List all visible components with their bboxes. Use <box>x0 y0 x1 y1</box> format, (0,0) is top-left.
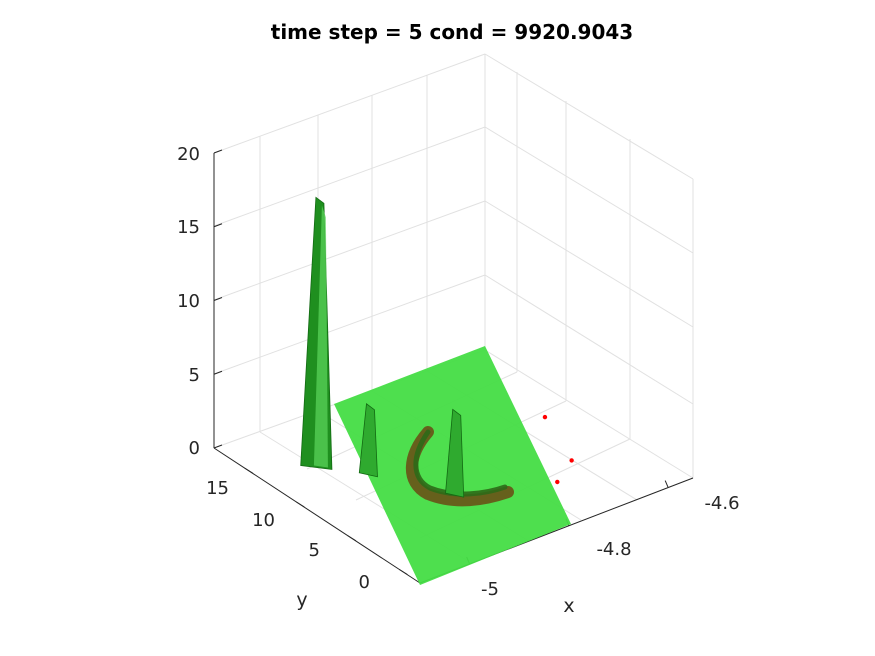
z-tick-mark <box>213 223 223 228</box>
z-tick-mark <box>213 444 223 449</box>
y-tick-label: 10 <box>252 510 275 531</box>
x-tick-label: -4.6 <box>704 493 739 514</box>
z-tick-mark <box>213 149 223 154</box>
y-tick-mark <box>244 467 254 474</box>
red-markers <box>542 414 574 485</box>
z-tick-label: 5 <box>189 365 200 386</box>
z-tick-mark <box>213 297 223 301</box>
x-tick-mark <box>664 480 669 488</box>
red-marker <box>542 414 548 420</box>
y-tick-label: 5 <box>309 540 320 561</box>
y-axis-label: y <box>296 589 307 611</box>
z-tick-label: 0 <box>189 438 200 459</box>
surface-peak <box>445 408 465 498</box>
surface-peak <box>358 403 378 478</box>
y-tick-label: 0 <box>359 572 370 593</box>
red-marker <box>555 479 560 485</box>
x-tick-label: -4.8 <box>596 539 631 560</box>
ridge-trace <box>405 426 514 507</box>
surface-peak-highlight <box>313 205 328 468</box>
y-tick-mark <box>296 501 305 508</box>
x-axis-label: x <box>563 595 574 617</box>
y-tick-mark <box>347 535 357 542</box>
surface-peaks <box>300 196 465 498</box>
z-tick-label: 15 <box>177 217 200 238</box>
z-tick-mark <box>213 370 223 375</box>
red-marker <box>569 458 574 463</box>
x-tick-label: -5 <box>481 579 499 600</box>
y-tick-mark <box>399 569 408 575</box>
z-tick-label: 20 <box>177 144 200 165</box>
chart-title: time step = 5 cond = 9920.9043 <box>271 20 633 44</box>
z-tick-label: 10 <box>177 291 200 312</box>
y-tick-label: 15 <box>206 478 229 499</box>
